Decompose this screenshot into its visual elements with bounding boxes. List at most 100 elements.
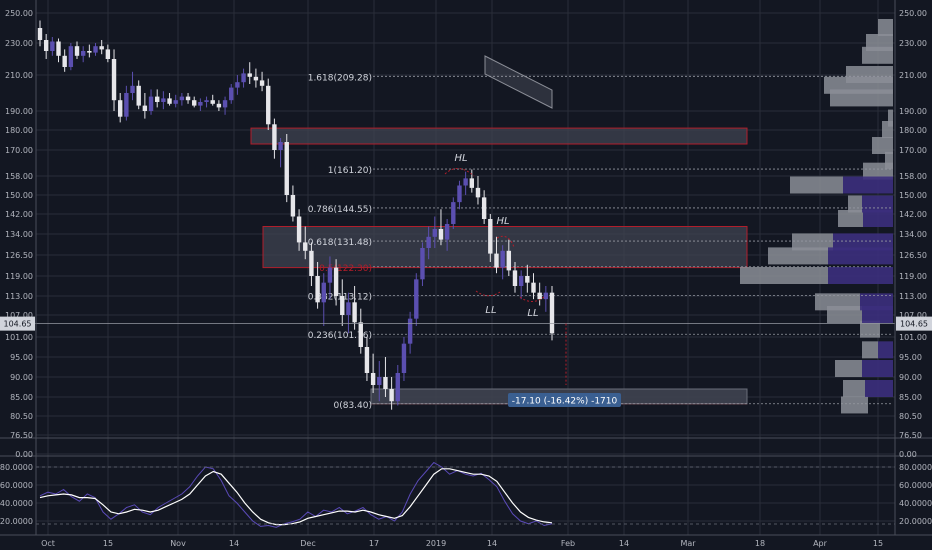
- swing-arc: [444, 168, 475, 177]
- candle-body: [68, 46, 74, 67]
- volume-profile-bar: [862, 341, 878, 359]
- candle-body: [142, 105, 148, 111]
- volume-profile-bar-up: [862, 360, 893, 377]
- swing-label: LL: [527, 308, 538, 319]
- y-axis-label-left: 101.00: [5, 333, 33, 342]
- y-axis-label-left: 107.00: [5, 311, 33, 320]
- candle-body: [37, 28, 43, 40]
- candle-body: [259, 80, 265, 86]
- fib-level-label: 0.236(101.76): [308, 331, 372, 341]
- stoch-y-label-right: 60.0000: [899, 481, 932, 490]
- volume-profile-bar: [835, 360, 862, 377]
- volume-profile-bar: [872, 137, 893, 154]
- candle-body: [173, 100, 178, 104]
- y-axis-label-left: 150.00: [5, 191, 33, 200]
- volume-profile-bar-up: [862, 195, 893, 213]
- candle-body: [395, 373, 400, 402]
- annotations: HL HL LL LL -17.10 (-16.42%) -1710: [0, 153, 895, 407]
- candle-body: [543, 292, 549, 300]
- y-axis-label-right: 80.50: [899, 412, 922, 421]
- y-axis-label-left: 134.00: [5, 230, 33, 239]
- volume-profile-bar-up: [843, 176, 893, 194]
- x-axis-label: 18: [755, 539, 765, 548]
- stoch-k-line: [39, 461, 553, 528]
- y-axis-label-left: 190.00: [5, 107, 33, 116]
- candle-body: [414, 279, 419, 319]
- x-axis-label: 14: [229, 539, 239, 548]
- volume-profile-bar-up: [828, 247, 893, 265]
- candle-body: [494, 253, 499, 268]
- y-axis-label-left: 126.50: [5, 251, 33, 260]
- y-axis-label-right: 95.00: [899, 353, 922, 362]
- y-axis-label-right: 126.50: [899, 251, 927, 260]
- candle-body: [438, 229, 444, 240]
- resistance-zone-rect: [262, 226, 748, 269]
- volume-profile-bar: [768, 247, 828, 265]
- candle-body: [463, 178, 468, 186]
- candle-body: [161, 98, 166, 102]
- supply-zone-rect: [250, 127, 748, 145]
- volume-profile-bar: [827, 306, 862, 323]
- candle-body: [488, 219, 493, 254]
- volume-profile-bar: [740, 267, 828, 284]
- candle-body: [155, 96, 160, 102]
- candle-body: [333, 267, 339, 296]
- stoch-y-label-right: 80.0000: [899, 463, 932, 472]
- volume-profile-bar: [888, 109, 893, 127]
- candle-body: [444, 224, 450, 240]
- volume-profile-bar: [885, 151, 893, 169]
- y-axis-label-right: 170.00: [899, 146, 927, 155]
- y-axis-label-left: 250.00: [5, 9, 33, 18]
- candle-body: [383, 377, 388, 389]
- candle-body: [432, 229, 437, 237]
- candle-body: [364, 347, 370, 373]
- swing-arc: [475, 290, 501, 297]
- volume-profile-bar: [838, 210, 863, 227]
- fibonacci-retracement[interactable]: 1.618(209.28) 1(161.20) 0.786(144.55) 0.618…: [308, 73, 893, 411]
- y-axis-label-left: 170.00: [5, 146, 33, 155]
- candle-body: [93, 46, 98, 53]
- candle-body: [420, 248, 425, 280]
- volume-profile-bar: [862, 46, 893, 64]
- y-axis-label-left: 210.00: [5, 71, 33, 80]
- fib-level-label: 0.382(113.12): [308, 293, 372, 303]
- candle-body: [87, 51, 92, 53]
- volume-profile-bar: [841, 396, 868, 414]
- volume-profile-bar: [878, 19, 893, 36]
- x-axis-label: 17: [369, 539, 379, 548]
- candle-body: [130, 85, 135, 93]
- volume-profile-bar: [860, 320, 880, 338]
- candle-body: [74, 46, 80, 56]
- y-axis-label-right: 142.00: [899, 210, 927, 219]
- candle-body: [358, 322, 363, 347]
- y-axis-label-right: 90.00: [899, 373, 922, 382]
- swing-label: HL: [496, 216, 509, 227]
- volume-profile-bar-up: [833, 233, 893, 251]
- stoch-y-label-left: 40.0000: [0, 499, 33, 508]
- candle-body: [210, 100, 215, 104]
- fib-level-label: 0(83.40): [333, 401, 372, 411]
- candle-body: [346, 302, 351, 315]
- candle-body: [475, 187, 481, 198]
- candle-body: [531, 282, 536, 293]
- candle-body: [253, 76, 259, 81]
- volume-profile-bar-up: [828, 267, 893, 284]
- x-axis-label: 15: [103, 539, 113, 548]
- volume-profile-bar: [866, 34, 893, 51]
- candle-body: [56, 41, 61, 56]
- volume-profile-bar-up: [862, 306, 893, 323]
- y-axis-label-left: 158.00: [5, 172, 33, 181]
- candle-body: [352, 302, 357, 323]
- candle-body: [229, 87, 234, 101]
- candle-body: [290, 195, 296, 217]
- volume-profile-bar-up: [863, 210, 893, 227]
- volume-profile: [740, 19, 893, 414]
- swing-arc: [519, 296, 545, 302]
- y-axis-label-left: 142.00: [5, 210, 33, 219]
- candle-body: [204, 100, 209, 102]
- candle-body: [216, 103, 222, 108]
- volume-profile-bar: [790, 176, 843, 194]
- candle-body: [272, 124, 277, 150]
- y-axis-label-right: 0.00: [899, 450, 917, 459]
